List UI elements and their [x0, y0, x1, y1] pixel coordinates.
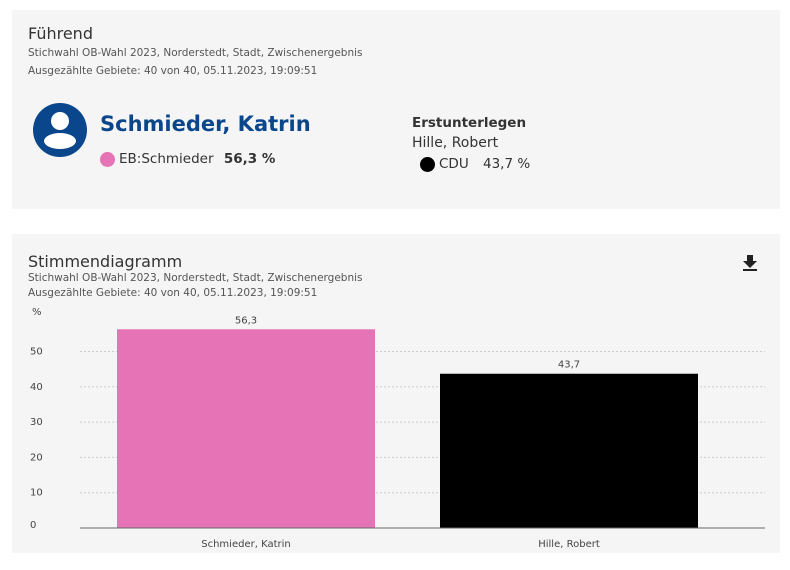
- party-color-dot: [420, 156, 435, 172]
- bar-value-label: 43,7: [558, 360, 580, 371]
- runner-up-name: Hille, Robert: [412, 135, 499, 151]
- x-tick-label: Schmieder, Katrin: [201, 539, 290, 550]
- winner-party: EB:Schmieder: [119, 151, 214, 167]
- leading-counted: Ausgezählte Gebiete: 40 von 40, 05.11.20…: [28, 65, 318, 77]
- winner-name: Schmieder, Katrin: [100, 112, 311, 136]
- bar: [117, 329, 375, 528]
- diagram-subtitle: Stichwahl OB-Wahl 2023, Norderstedt, Sta…: [28, 272, 363, 284]
- y-tick-label: 0: [30, 520, 36, 531]
- winner-party-row: EB:Schmieder 56,3 %: [100, 151, 275, 167]
- leading-card: Führend Stichwahl OB-Wahl 2023, Norderst…: [12, 10, 780, 209]
- runner-up-party-row: CDU 43,7 %: [420, 156, 530, 172]
- runner-up-label: Erstunterlegen: [412, 115, 527, 131]
- x-tick-label: Hille, Robert: [538, 539, 600, 550]
- avatar-icon: [33, 103, 87, 157]
- diagram-counted: Ausgezählte Gebiete: 40 von 40, 05.11.20…: [28, 287, 318, 299]
- runner-up-percent: 43,7 %: [483, 156, 531, 172]
- bar: [440, 373, 698, 528]
- download-button[interactable]: [742, 254, 758, 277]
- leading-title: Führend: [28, 24, 93, 43]
- winner-percent: 56,3 %: [223, 151, 276, 167]
- diagram-title: Stimmendiagramm: [28, 252, 183, 271]
- bar-value-label: 56,3: [235, 315, 257, 326]
- leading-subtitle: Stichwahl OB-Wahl 2023, Norderstedt, Sta…: [28, 47, 363, 59]
- download-icon: [743, 255, 757, 271]
- y-tick-label: 20: [30, 452, 43, 463]
- y-tick-label: 30: [30, 417, 43, 428]
- y-tick-label: 10: [30, 488, 43, 499]
- runner-up-party: CDU: [439, 156, 469, 172]
- party-color-dot: [100, 151, 115, 167]
- y-tick-label: 50: [30, 347, 43, 358]
- y-axis-label: %: [32, 307, 42, 318]
- y-tick-label: 40: [30, 382, 43, 393]
